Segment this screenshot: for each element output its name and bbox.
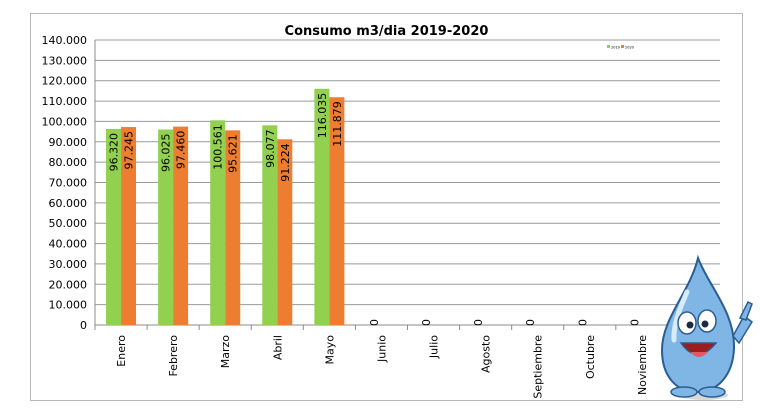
data-label-2020: 97.460 (175, 131, 188, 170)
legend-label: 2020 (625, 46, 634, 50)
data-label-2019: 0 (576, 319, 589, 326)
x-tick-label: Octubre (584, 335, 597, 379)
x-tick-label: Junio (375, 335, 388, 363)
y-tick-label: 130.000 (42, 54, 88, 67)
data-label-2019: 0 (420, 319, 433, 326)
legend-label: 2019 (611, 46, 620, 50)
data-label-2020: 91.224 (279, 143, 292, 182)
water-drop-mascot-icon (660, 254, 753, 400)
y-tick-label: 90.000 (49, 136, 88, 149)
chart-title: Consumo m3/dia 2019-2020 (284, 24, 489, 39)
y-tick-label: 100.000 (42, 115, 88, 128)
data-label-2019: 96.025 (160, 134, 173, 173)
y-tick-label: 20.000 (49, 278, 88, 291)
legend: 2019 2020 (607, 45, 634, 50)
chart-frame: Consumo m3/dia 2019-2020 (30, 13, 743, 401)
bar-2019 (210, 120, 226, 326)
y-tick-label: 40.000 (49, 238, 88, 251)
data-label-2019: 0 (524, 319, 537, 326)
y-tick-label: 110.000 (42, 95, 88, 108)
bar-2020 (225, 130, 241, 325)
x-tick-label: Enero (115, 335, 128, 367)
bar-2019 (314, 88, 330, 326)
y-tick-label: 140.000 (42, 34, 88, 47)
data-label-2019: 0 (368, 319, 381, 326)
x-tick-label: Marzo (219, 335, 232, 369)
legend-swatch (621, 45, 624, 48)
bar-2020 (121, 127, 137, 326)
x-tick-label: Noviembre (636, 335, 649, 395)
data-label-2019: 96.320 (108, 133, 121, 172)
data-label-2019: 116.035 (316, 93, 329, 138)
data-label-2019: 98.077 (264, 129, 277, 168)
data-label-2019: 100.561 (212, 124, 225, 170)
y-tick-label: 30.000 (49, 258, 88, 271)
gridlines (94, 39, 720, 326)
legend-swatch (607, 45, 610, 48)
y-tick-label: 10.000 (49, 299, 88, 312)
y-tick-label: 80.000 (49, 156, 88, 169)
x-axis-ticks: Enero Febrero Marzo Abril Mayo Junio Julio Agos… (94, 325, 721, 399)
data-label-2020: 97.245 (123, 131, 136, 170)
bar-2019 (106, 128, 122, 325)
x-tick-label: Agosto (480, 335, 493, 373)
x-tick-label: Septiembre (532, 335, 545, 399)
bar-2020 (173, 126, 189, 325)
y-tick-label: 50.000 (49, 217, 88, 230)
y-tick-label: 70.000 (49, 177, 88, 190)
y-axis-ticks: 0 10.000 20.000 30.000 40.000 50.000 60.000 70.… (42, 34, 88, 332)
bar-2019 (262, 125, 278, 325)
data-label-2020: 111.879 (331, 101, 344, 147)
x-tick-label: Febrero (167, 335, 180, 377)
bars (106, 88, 345, 326)
x-tick-label: Mayo (323, 335, 336, 365)
bar-2020 (277, 139, 293, 325)
data-label-2019: 0 (628, 319, 641, 326)
bar-2019 (158, 129, 174, 325)
x-tick-label: Julio (428, 335, 441, 359)
y-tick-label: 0 (80, 319, 87, 332)
data-label-2019: 0 (472, 319, 485, 326)
data-labels: 96.320 97.245 96.025 97.460 100.561 95.621 98.… (108, 93, 694, 326)
x-tick-label: Abril (271, 335, 284, 360)
data-label-2020: 95.621 (227, 134, 240, 173)
bar-2020 (329, 97, 345, 325)
y-tick-label: 120.000 (42, 75, 88, 88)
y-tick-label: 60.000 (49, 197, 88, 210)
